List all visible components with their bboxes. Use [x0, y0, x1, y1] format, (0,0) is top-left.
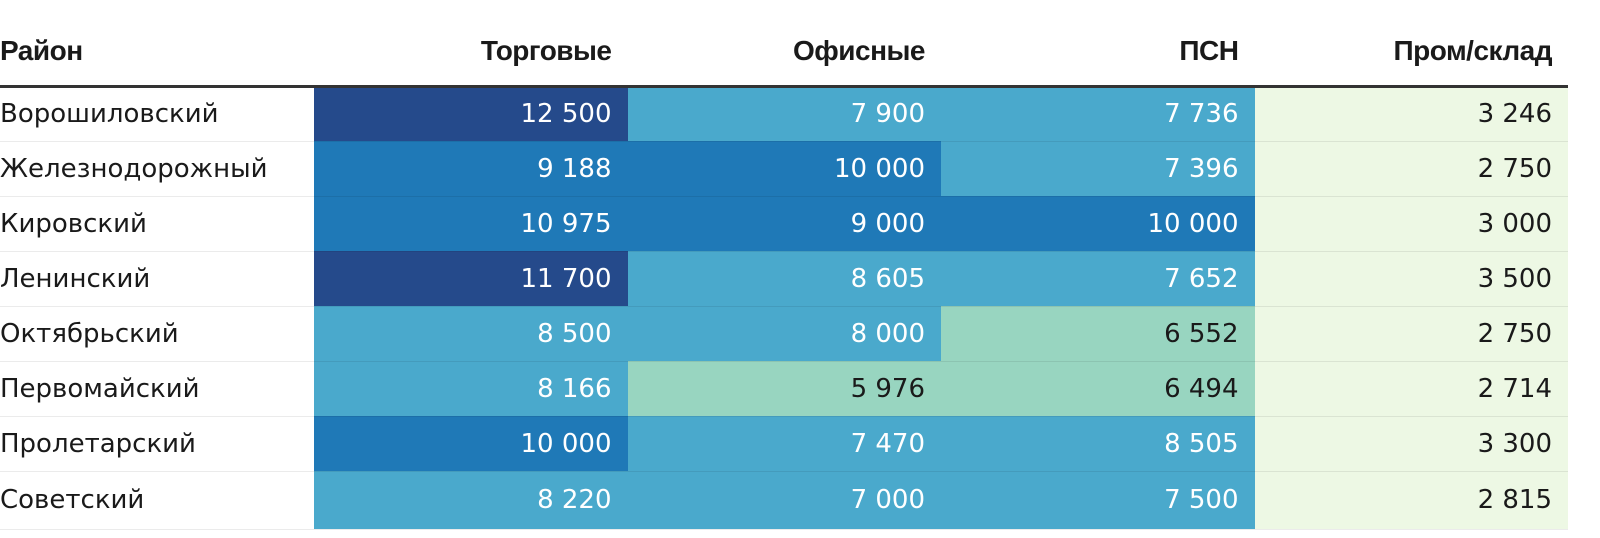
column-header-psn[interactable]: ПСН — [941, 0, 1255, 88]
value-cell-office: 9 000 — [627, 196, 941, 252]
value-cell-psn: 7 652 — [941, 251, 1255, 307]
value-cell-industrial-warehouse: 3 246 — [1254, 86, 1568, 142]
district-name-cell: Советский — [0, 471, 314, 530]
value-cell-psn: 6 494 — [941, 361, 1255, 417]
heatmap-table: Район Торговые Офисные ПСН Пром/склад Во… — [0, 0, 1568, 530]
table-row: Октябрьский 8 500 8 000 6 552 2 750 — [0, 306, 1568, 362]
district-name-cell: Октябрьский — [0, 306, 314, 362]
value-cell-retail: 12 500 — [314, 86, 628, 142]
value-cell-retail: 11 700 — [314, 251, 628, 307]
district-name-cell: Ворошиловский — [0, 86, 314, 142]
value-cell-office: 5 976 — [627, 361, 941, 417]
header-row: Район Торговые Офисные ПСН Пром/склад — [0, 0, 1568, 88]
value-cell-industrial-warehouse: 3 500 — [1254, 251, 1568, 307]
value-cell-industrial-warehouse: 2 750 — [1254, 141, 1568, 197]
value-cell-retail: 10 000 — [314, 416, 628, 472]
table-row: Советский 8 220 7 000 7 500 2 815 — [0, 471, 1568, 530]
column-header-office[interactable]: Офисные — [627, 0, 941, 88]
value-cell-office: 7 900 — [627, 86, 941, 142]
column-header-industrial-warehouse[interactable]: Пром/склад — [1254, 0, 1568, 88]
table-row: Кировский 10 975 9 000 10 000 3 000 — [0, 196, 1568, 252]
value-cell-industrial-warehouse: 2 750 — [1254, 306, 1568, 362]
value-cell-psn: 6 552 — [941, 306, 1255, 362]
value-cell-retail: 8 500 — [314, 306, 628, 362]
value-cell-retail: 8 166 — [314, 361, 628, 417]
table-row: Железнодорожный 9 188 10 000 7 396 2 750 — [0, 141, 1568, 197]
district-name-cell: Кировский — [0, 196, 314, 252]
value-cell-office: 8 000 — [627, 306, 941, 362]
district-name-cell: Ленинский — [0, 251, 314, 307]
value-cell-retail: 8 220 — [314, 471, 628, 530]
value-cell-psn: 8 505 — [941, 416, 1255, 472]
table-row: Ленинский 11 700 8 605 7 652 3 500 — [0, 251, 1568, 307]
value-cell-retail: 9 188 — [314, 141, 628, 197]
column-header-district[interactable]: Район — [0, 0, 314, 88]
column-header-retail[interactable]: Торговые — [314, 0, 628, 88]
district-name-cell: Железнодорожный — [0, 141, 314, 197]
value-cell-psn: 7 736 — [941, 86, 1255, 142]
district-name-cell: Первомайский — [0, 361, 314, 417]
value-cell-office: 7 470 — [627, 416, 941, 472]
table-body: Ворошиловский 12 500 7 900 7 736 3 246 Железн… — [0, 86, 1568, 530]
value-cell-industrial-warehouse: 3 000 — [1254, 196, 1568, 252]
table-row: Первомайский 8 166 5 976 6 494 2 714 — [0, 361, 1568, 417]
table-row: Ворошиловский 12 500 7 900 7 736 3 246 — [0, 86, 1568, 142]
value-cell-industrial-warehouse: 3 300 — [1254, 416, 1568, 472]
table-row: Пролетарский 10 000 7 470 8 505 3 300 — [0, 416, 1568, 472]
value-cell-psn: 7 396 — [941, 141, 1255, 197]
table-header: Район Торговые Офисные ПСН Пром/склад — [0, 0, 1568, 88]
value-cell-psn: 10 000 — [941, 196, 1255, 252]
district-name-cell: Пролетарский — [0, 416, 314, 472]
value-cell-retail: 10 975 — [314, 196, 628, 252]
value-cell-psn: 7 500 — [941, 471, 1255, 530]
value-cell-office: 7 000 — [627, 471, 941, 530]
value-cell-office: 8 605 — [627, 251, 941, 307]
value-cell-office: 10 000 — [627, 141, 941, 197]
value-cell-industrial-warehouse: 2 815 — [1254, 471, 1568, 530]
value-cell-industrial-warehouse: 2 714 — [1254, 361, 1568, 417]
